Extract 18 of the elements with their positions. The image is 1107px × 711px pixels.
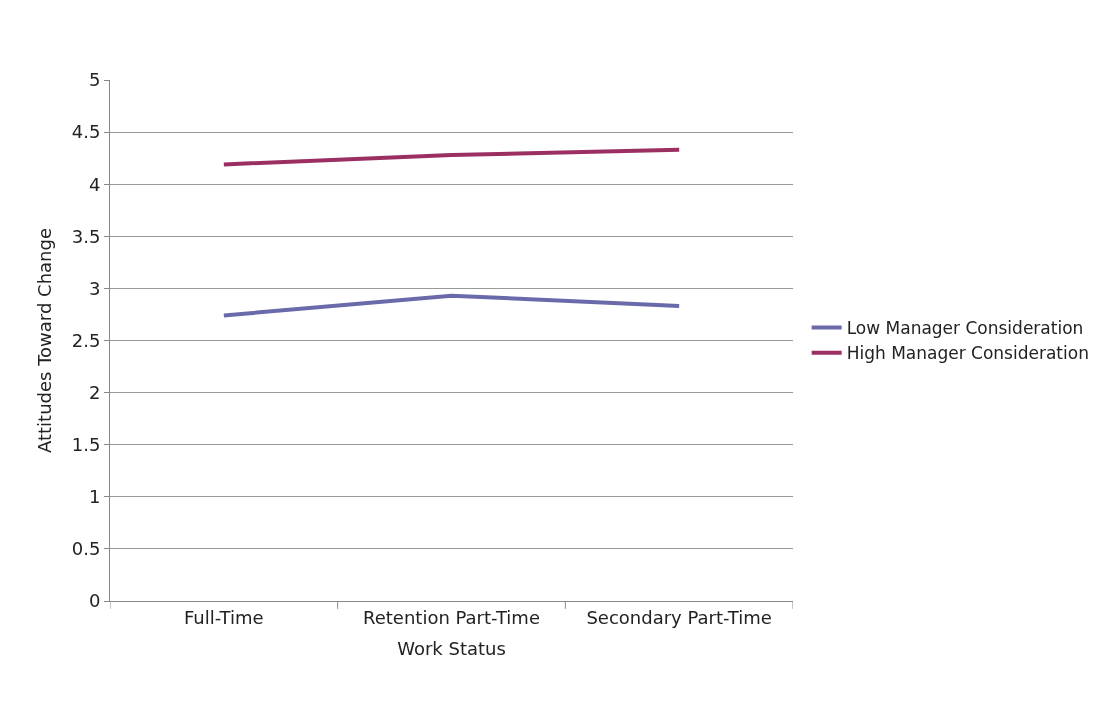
y-tick-label: 3 xyxy=(88,277,101,299)
y-tick-label: 2.5 xyxy=(71,329,101,351)
x-tick-label: Full-Time xyxy=(183,606,264,628)
y-tick-label: 5 xyxy=(88,69,101,91)
x-tick-label: Retention Part-Time xyxy=(363,606,540,628)
legend-label: Low Manager Consideration xyxy=(846,318,1084,339)
y-tick-label: 1.5 xyxy=(71,434,101,455)
y-tick-label: 4.5 xyxy=(71,121,101,143)
x-axis-title: Work Status xyxy=(397,637,506,659)
y-axis-title: Attitudes Toward Change xyxy=(33,227,55,454)
y-tick-label: 3.5 xyxy=(71,225,101,247)
x-tick-label: Secondary Part-Time xyxy=(586,606,772,628)
legend-label: High Manager Consideration xyxy=(846,343,1089,364)
y-tick-label: 0 xyxy=(88,590,101,612)
y-tick-label: 1 xyxy=(88,486,101,508)
y-tick-label: 0.5 xyxy=(71,538,101,560)
y-tick-label: 4 xyxy=(88,173,101,195)
y-tick-label: 2 xyxy=(88,381,101,403)
